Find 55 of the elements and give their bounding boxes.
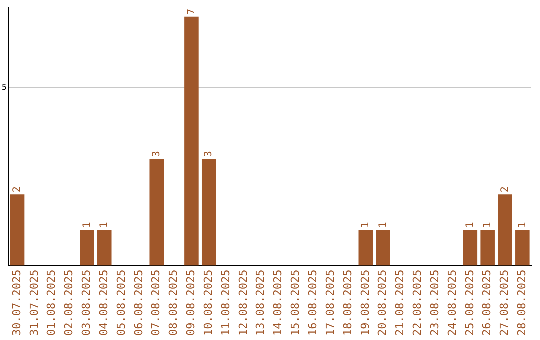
x-tick-label: 06.08.2025 — [132, 270, 146, 336]
x-tick-label: 18.08.2025 — [341, 270, 354, 336]
bar — [10, 194, 25, 266]
bar — [184, 16, 199, 266]
x-tick-label: 13.08.2025 — [254, 270, 268, 336]
x-tick-label: 19.08.2025 — [358, 270, 372, 336]
data-label: 1 — [82, 222, 93, 228]
x-tick-label: 02.08.2025 — [62, 270, 76, 336]
x-tick-label: 12.08.2025 — [236, 270, 250, 336]
bar — [97, 230, 112, 266]
data-label: 1 — [378, 222, 389, 228]
x-tick-label: 17.08.2025 — [324, 270, 337, 336]
x-tick-label: 24.08.2025 — [446, 270, 459, 336]
data-label: 3 — [204, 151, 215, 158]
x-tick-label: 11.08.2025 — [219, 270, 232, 336]
x-tick-label: 31.07.2025 — [28, 270, 41, 336]
x-tick-label: 15.08.2025 — [289, 270, 302, 336]
x-tick-label: 14.08.2025 — [272, 270, 285, 336]
bar — [463, 230, 478, 266]
x-tick-label: 25.08.2025 — [463, 270, 476, 336]
bar — [358, 230, 374, 266]
x-tick-label: 16.08.2025 — [306, 270, 320, 336]
x-tick-label: 28.08.2025 — [516, 270, 529, 336]
x-tick-label: 21.08.2025 — [394, 270, 407, 336]
data-label: 1 — [360, 222, 372, 228]
bar — [202, 159, 216, 266]
x-tick-label: 01.08.2025 — [45, 270, 58, 336]
bar — [498, 194, 512, 266]
bar — [480, 230, 495, 266]
bar — [150, 159, 164, 266]
data-label: 1 — [99, 222, 110, 228]
x-tick-label: 05.08.2025 — [114, 270, 128, 336]
data-label: 2 — [12, 186, 24, 193]
bar — [376, 230, 390, 266]
x-tick-label: 04.08.2025 — [97, 270, 110, 336]
x-tick-label: 07.08.2025 — [150, 270, 163, 336]
bar — [80, 230, 94, 266]
x-tick-label: 30.07.2025 — [10, 270, 24, 336]
x-tick-label: 03.08.2025 — [80, 270, 94, 336]
data-label: 1 — [482, 222, 494, 228]
data-label: 7 — [186, 8, 198, 15]
x-tick-label: 10.08.2025 — [202, 270, 215, 336]
x-tick-label: 22.08.2025 — [411, 270, 424, 336]
data-label: 1 — [465, 222, 476, 228]
y-tick-label: 5 — [2, 83, 7, 92]
x-tick-label: 26.08.2025 — [480, 270, 494, 336]
data-label: 3 — [151, 151, 162, 158]
x-tick-label: 09.08.2025 — [184, 270, 198, 336]
x-tick-label: 20.08.2025 — [376, 270, 390, 336]
data-label: 1 — [517, 222, 528, 228]
x-tick-label: 23.08.2025 — [428, 270, 442, 336]
data-label: 2 — [500, 186, 511, 193]
x-tick-label: 27.08.2025 — [498, 270, 512, 336]
x-tick-label: 08.08.2025 — [167, 270, 180, 336]
bar — [516, 230, 530, 266]
